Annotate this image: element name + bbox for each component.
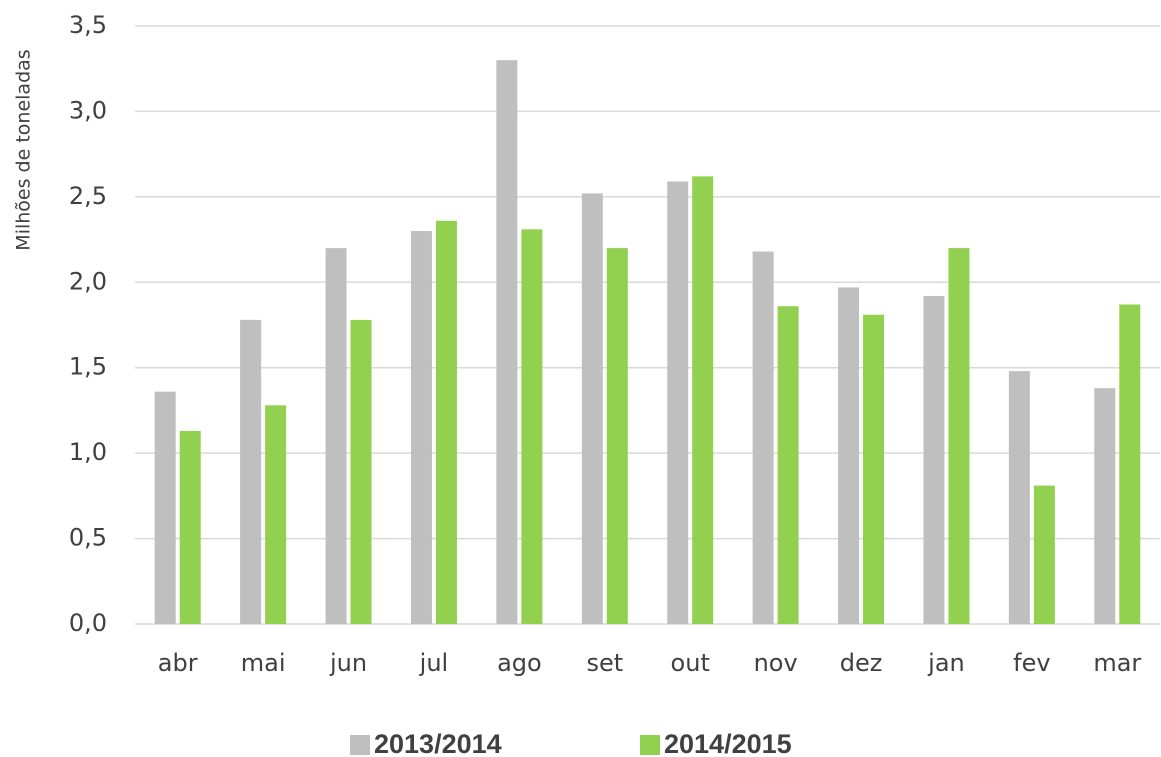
bar: [692, 176, 714, 624]
legend-swatch: [350, 735, 370, 755]
x-tick-label: out: [671, 649, 710, 677]
bar: [606, 248, 628, 624]
x-tick-label: mai: [241, 649, 286, 677]
y-tick-label: 2,0: [69, 267, 107, 295]
bar: [325, 248, 347, 624]
x-tick-label: abr: [158, 649, 198, 677]
bar: [838, 287, 860, 624]
bar: [777, 306, 799, 624]
x-tick-label: ago: [497, 649, 542, 677]
bar: [948, 248, 970, 624]
bar: [521, 229, 543, 624]
bar: [410, 231, 432, 624]
x-tick-label: mar: [1093, 649, 1141, 677]
x-tick-label: nov: [754, 649, 798, 677]
y-tick-label: 0,5: [69, 524, 107, 552]
y-axis-title: Milhões de toneladas: [13, 49, 35, 250]
bar: [179, 430, 201, 624]
y-tick-label: 2,5: [69, 182, 107, 210]
x-tick-label: fev: [1013, 649, 1050, 677]
legend-label: 2014/2015: [664, 729, 792, 757]
bar: [435, 220, 457, 624]
bar: [1033, 485, 1055, 624]
bar: [1094, 388, 1116, 624]
x-tick-label: jan: [927, 649, 965, 677]
x-tick-label: jun: [329, 649, 367, 677]
bar: [1119, 304, 1141, 624]
bar: [581, 193, 603, 624]
bar: [496, 60, 518, 624]
bar: [1008, 371, 1030, 624]
legend-swatch: [640, 735, 660, 755]
y-tick-label: 3,0: [69, 96, 107, 124]
bar: [350, 319, 372, 624]
x-tick-label: dez: [840, 649, 883, 677]
bar: [240, 319, 262, 624]
bar: [265, 405, 287, 624]
legend-label: 2013/2014: [374, 729, 502, 757]
y-tick-label: 0,0: [69, 609, 107, 637]
x-tick-label: jul: [419, 649, 449, 677]
bar: [752, 251, 774, 624]
bar: [863, 314, 885, 624]
bar: [667, 181, 689, 625]
x-tick-label: set: [586, 649, 623, 677]
y-tick-label: 3,5: [69, 11, 107, 39]
bar: [154, 391, 176, 624]
y-tick-label: 1,0: [69, 438, 107, 466]
bar: [923, 295, 945, 624]
y-tick-label: 1,5: [69, 353, 107, 381]
